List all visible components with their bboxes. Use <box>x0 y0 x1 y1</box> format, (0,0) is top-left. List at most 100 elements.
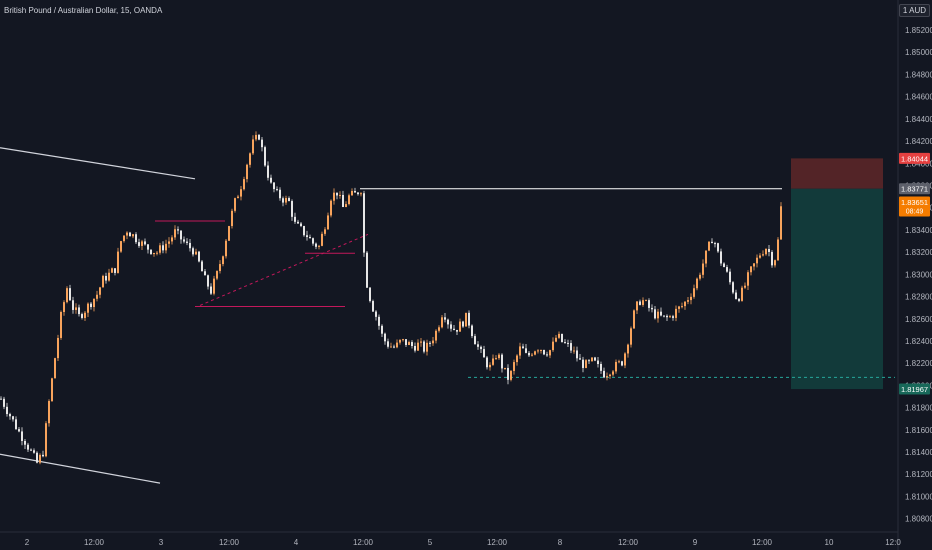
candle-body <box>435 330 437 341</box>
candle-body <box>627 344 629 354</box>
candle-body <box>336 192 338 196</box>
candle-body <box>516 355 518 363</box>
candle-body <box>228 226 230 241</box>
candle-body <box>327 215 329 230</box>
candle-body <box>147 244 149 250</box>
candle-body <box>396 342 398 348</box>
candle-body <box>537 350 539 352</box>
chart-title: British Pound / Australian Dollar, 15, O… <box>4 6 163 15</box>
candle-body <box>72 300 74 310</box>
candle-body <box>12 416 14 420</box>
candle-body <box>348 195 350 205</box>
x-tick-label: 12:00 <box>84 538 105 547</box>
candle-body <box>393 346 395 348</box>
candle-body <box>114 268 116 273</box>
candle-body <box>741 287 743 301</box>
candle-body <box>693 288 695 297</box>
candle-body <box>420 341 422 343</box>
candle-body <box>558 333 560 338</box>
stop-loss-zone[interactable] <box>791 158 883 189</box>
candle-body <box>765 248 767 255</box>
candle-body <box>636 301 638 311</box>
candle-body <box>249 153 251 165</box>
candle-body <box>162 245 164 251</box>
candle-body <box>414 345 416 351</box>
candle-body <box>102 275 104 288</box>
candle-body <box>519 346 521 356</box>
candle-body <box>768 248 770 252</box>
candle-body <box>633 310 635 329</box>
candle-body <box>531 354 533 356</box>
candle-body <box>309 236 311 239</box>
candle-body <box>663 315 665 317</box>
candle-body <box>345 204 347 207</box>
x-tick-label: 12:00 <box>752 538 773 547</box>
candle-body <box>441 317 443 328</box>
candle-body <box>426 342 428 352</box>
candle-body <box>321 233 323 246</box>
candle-body <box>648 300 650 308</box>
candle-body <box>522 346 524 349</box>
candle-body <box>678 306 680 309</box>
take-profit-zone[interactable] <box>791 188 883 390</box>
candle-body <box>381 325 383 334</box>
candle-body <box>555 337 557 342</box>
candle-body <box>369 287 371 302</box>
candle-body <box>606 376 608 378</box>
candle-body <box>411 342 413 346</box>
candle-body <box>453 328 455 330</box>
trendline[interactable] <box>0 453 161 484</box>
candle-body <box>624 353 626 366</box>
candle-body <box>762 254 764 256</box>
candle-body <box>378 316 380 326</box>
candle-body <box>210 286 212 294</box>
candle-body <box>597 360 599 364</box>
y-tick-label: 1.80800 <box>905 515 932 524</box>
y-tick-label: 1.81600 <box>905 426 932 435</box>
candle-body <box>33 450 35 453</box>
y-tick-label: 1.84200 <box>905 137 932 146</box>
candle-body <box>270 177 272 183</box>
candle-body <box>483 349 485 358</box>
candle-body <box>603 370 605 378</box>
candle-body <box>285 198 287 203</box>
candle-body <box>54 358 56 379</box>
x-tick-label: 3 <box>159 538 164 547</box>
candle-body <box>402 339 404 341</box>
candle-body <box>66 288 68 303</box>
candle-body <box>747 272 749 286</box>
x-tick-label: 12:00 <box>487 538 508 547</box>
y-tick-label: 1.82400 <box>905 337 932 346</box>
y-tick-label: 1.82200 <box>905 359 932 368</box>
stop-price-label-bg <box>899 152 930 164</box>
dashed-trendline[interactable] <box>199 233 369 306</box>
candle-body <box>750 266 752 273</box>
candle-body <box>144 241 146 245</box>
candle-body <box>30 449 32 451</box>
candle-body <box>360 193 362 195</box>
candle-body <box>237 196 239 199</box>
candle-body <box>294 216 296 222</box>
y-tick-label: 1.83000 <box>905 270 932 279</box>
candle-body <box>195 251 197 255</box>
currency-unit-badge[interactable]: 1 AUD <box>898 4 930 17</box>
candle-body <box>432 340 434 344</box>
candle-body <box>264 147 266 166</box>
candle-body <box>168 241 170 244</box>
candle-body <box>645 300 647 302</box>
candle-body <box>87 303 89 313</box>
candle-body <box>759 255 761 258</box>
x-tick-label: 2 <box>25 538 30 547</box>
candle-body <box>384 333 386 342</box>
trendline[interactable] <box>0 147 196 180</box>
candle-body <box>216 271 218 279</box>
candle-body <box>630 328 632 345</box>
candle-body <box>363 193 365 253</box>
candle-body <box>468 312 470 326</box>
candle-body <box>21 431 23 441</box>
y-tick-label: 1.85000 <box>905 48 932 57</box>
candle-body <box>183 239 185 242</box>
entry-price-label: 1.83771 <box>901 185 928 194</box>
